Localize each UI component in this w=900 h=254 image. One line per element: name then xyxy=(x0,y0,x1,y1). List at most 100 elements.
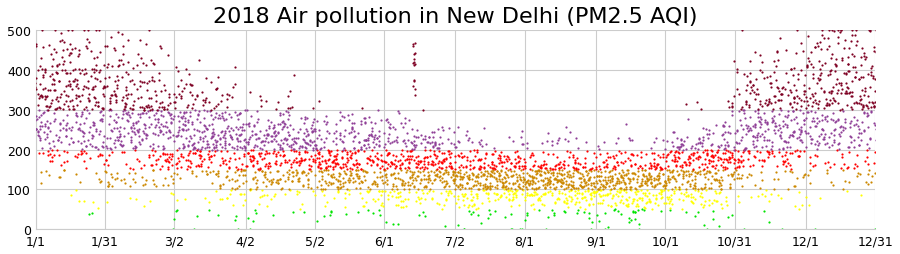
Point xyxy=(29,114,43,118)
Point xyxy=(374,179,389,183)
Point xyxy=(786,134,800,138)
Point xyxy=(413,166,428,170)
Point xyxy=(116,113,130,117)
Point xyxy=(718,157,733,161)
Point xyxy=(551,179,565,183)
Point xyxy=(619,204,634,208)
Point xyxy=(57,168,71,172)
Point xyxy=(273,122,287,126)
Point xyxy=(752,158,766,162)
Point xyxy=(402,167,417,171)
Point xyxy=(402,187,417,191)
Point xyxy=(68,120,83,124)
Point xyxy=(221,160,236,164)
Point xyxy=(723,161,737,165)
Point xyxy=(714,187,728,191)
Point xyxy=(219,175,233,179)
Point xyxy=(249,145,264,149)
Point xyxy=(33,113,48,117)
Point xyxy=(391,177,405,181)
Point xyxy=(804,110,818,114)
Point xyxy=(360,185,374,189)
Point xyxy=(177,123,192,128)
Point xyxy=(308,161,322,165)
Point xyxy=(752,116,767,120)
Point xyxy=(627,210,642,214)
Point xyxy=(464,192,479,196)
Point xyxy=(366,197,381,201)
Point xyxy=(525,186,539,190)
Point xyxy=(780,161,795,165)
Point xyxy=(378,142,392,147)
Point xyxy=(393,163,408,167)
Point xyxy=(54,140,68,145)
Point xyxy=(410,162,425,166)
Point xyxy=(458,170,473,174)
Point xyxy=(351,150,365,154)
Point xyxy=(442,189,456,193)
Point xyxy=(807,163,822,167)
Point xyxy=(407,171,421,175)
Point xyxy=(237,129,251,133)
Point xyxy=(798,89,813,93)
Point xyxy=(218,129,232,133)
Point xyxy=(513,157,527,161)
Point xyxy=(268,154,283,158)
Point xyxy=(366,180,381,184)
Point xyxy=(336,184,350,188)
Point xyxy=(29,128,43,132)
Point xyxy=(614,188,628,193)
Point xyxy=(746,134,760,138)
Point xyxy=(446,170,460,174)
Point xyxy=(548,185,562,189)
Point xyxy=(396,199,410,203)
Point xyxy=(824,92,839,96)
Point xyxy=(190,94,204,99)
Point xyxy=(141,153,156,157)
Point xyxy=(624,218,638,223)
Point xyxy=(89,64,104,68)
Point xyxy=(483,185,498,189)
Point xyxy=(61,54,76,58)
Point xyxy=(746,90,760,94)
Point xyxy=(60,159,75,163)
Point xyxy=(736,73,751,77)
Point xyxy=(419,185,434,189)
Point xyxy=(74,149,88,153)
Point xyxy=(421,177,436,181)
Point xyxy=(531,180,545,184)
Point xyxy=(130,146,144,150)
Point xyxy=(730,172,744,176)
Point xyxy=(845,80,859,84)
Point xyxy=(597,166,611,170)
Point xyxy=(669,150,683,154)
Point xyxy=(47,79,61,83)
Point xyxy=(46,78,60,82)
Point xyxy=(410,128,425,132)
Point xyxy=(345,167,359,171)
Point xyxy=(829,64,843,68)
Point xyxy=(243,188,257,192)
Point xyxy=(730,165,744,169)
Point xyxy=(274,147,289,151)
Point xyxy=(200,139,214,144)
Point xyxy=(642,173,656,177)
Point xyxy=(698,171,713,176)
Point xyxy=(805,120,819,124)
Point xyxy=(74,152,88,156)
Point xyxy=(765,152,779,156)
Point xyxy=(634,150,649,154)
Point xyxy=(535,166,549,170)
Point xyxy=(754,117,769,121)
Point xyxy=(767,187,781,191)
Point xyxy=(732,166,746,170)
Point xyxy=(741,150,755,154)
Point xyxy=(302,157,317,161)
Point xyxy=(525,182,539,186)
Point xyxy=(580,173,594,177)
Point xyxy=(417,185,431,189)
Point xyxy=(466,202,481,207)
Point xyxy=(52,153,67,157)
Point xyxy=(356,139,371,143)
Point xyxy=(317,140,331,144)
